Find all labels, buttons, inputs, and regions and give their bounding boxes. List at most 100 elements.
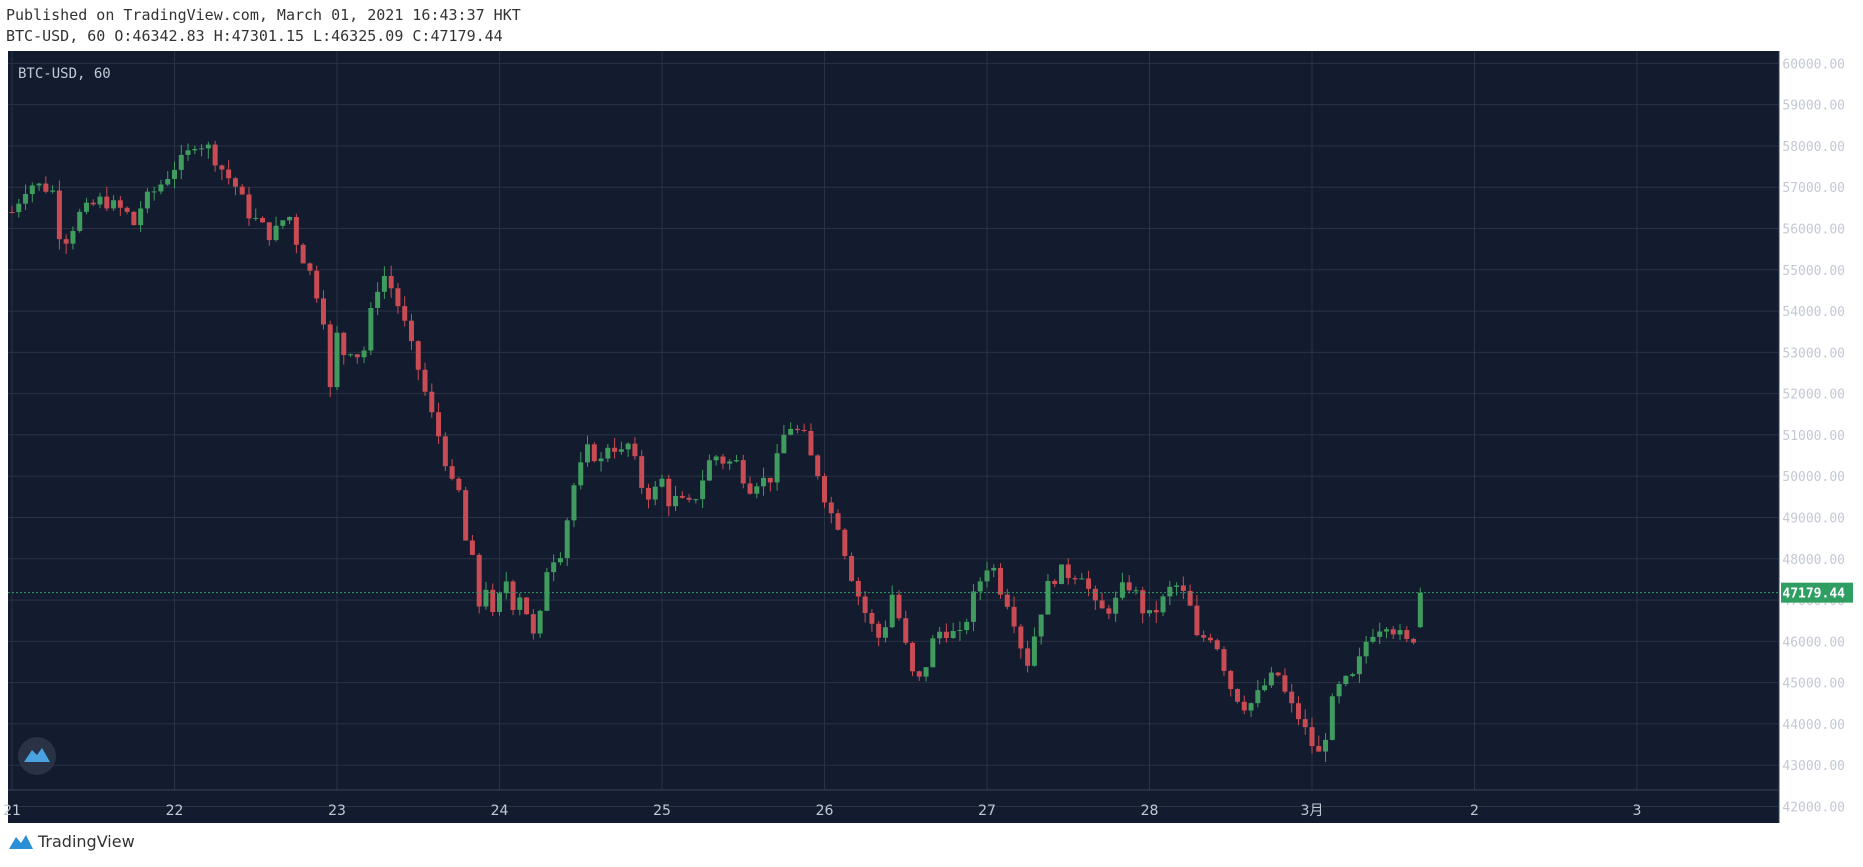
candle	[720, 453, 726, 470]
tradingview-watermark-logo[interactable]	[18, 737, 56, 775]
candle-body	[1004, 594, 1010, 607]
candle-body	[327, 324, 333, 388]
candle	[490, 583, 496, 617]
y-tick-label: 60000.00	[1782, 57, 1845, 72]
candle-body	[395, 288, 401, 307]
candle-body	[1092, 588, 1098, 601]
candle-body	[1065, 564, 1071, 579]
x-tick-label: 22	[166, 803, 184, 819]
candle	[923, 667, 929, 682]
candle	[930, 634, 936, 668]
candle-body	[226, 169, 232, 179]
candle-body	[767, 477, 773, 483]
x-tick-label: 21	[3, 803, 21, 819]
candle	[618, 441, 624, 455]
candle	[1119, 572, 1125, 601]
candle	[801, 423, 807, 433]
candle	[652, 481, 658, 506]
candle	[63, 234, 69, 254]
candle-body	[605, 447, 611, 459]
candle-body	[16, 203, 22, 213]
y-tick-label: 44000.00	[1782, 718, 1845, 733]
candle-body	[855, 580, 861, 597]
candle-body	[720, 456, 726, 464]
price-chart[interactable]: 42000.00 43000.00 44000.00 45000.00 46000.00…	[0, 0, 1863, 830]
candle	[1316, 735, 1322, 752]
candle-body	[266, 222, 272, 241]
candle-body	[408, 320, 414, 342]
candle-body	[77, 211, 83, 231]
candle-body	[1248, 703, 1254, 711]
candle-body	[991, 567, 997, 571]
candle-body	[232, 178, 238, 187]
candle	[645, 483, 651, 509]
candle	[828, 496, 834, 524]
candle-body	[476, 554, 482, 607]
candle	[463, 486, 469, 541]
candle-body	[727, 461, 733, 464]
candle-body	[293, 216, 299, 245]
candle	[1329, 693, 1335, 741]
candle	[117, 195, 123, 216]
candle-body	[1289, 691, 1295, 704]
candle	[124, 206, 130, 215]
candle-body	[469, 540, 475, 555]
candle	[422, 362, 428, 396]
candle	[158, 179, 164, 195]
candle-body	[307, 263, 313, 271]
candle	[1187, 584, 1193, 607]
candle	[226, 160, 232, 185]
candle-body	[483, 589, 489, 607]
candle-body	[50, 190, 56, 192]
candle-body	[937, 631, 943, 639]
candle	[1038, 614, 1044, 645]
candle	[1390, 625, 1396, 640]
candle	[415, 340, 421, 381]
candle	[320, 290, 326, 330]
candle-body	[280, 220, 286, 226]
candle-body	[1309, 727, 1315, 747]
candle	[910, 641, 916, 677]
candle-body	[639, 456, 645, 488]
candle-body	[56, 190, 62, 240]
candle-body	[497, 593, 502, 612]
candle-body	[104, 196, 110, 209]
candle	[429, 383, 435, 418]
candle-body	[537, 610, 543, 634]
y-tick-label: 56000.00	[1782, 223, 1845, 238]
candle-body	[1194, 605, 1200, 636]
candle-body	[90, 202, 96, 205]
candle	[361, 346, 367, 364]
footer[interactable]: TradingView	[8, 832, 135, 851]
y-tick-label: 50000.00	[1782, 470, 1845, 485]
candle	[300, 243, 306, 264]
candle	[219, 164, 225, 181]
candle	[713, 454, 719, 466]
candle-body	[97, 196, 103, 205]
candle	[740, 454, 746, 489]
candle	[205, 141, 211, 159]
candle	[1248, 702, 1254, 717]
candle-body	[1343, 675, 1349, 685]
candle-body	[761, 477, 767, 487]
candle	[673, 486, 679, 511]
candle	[287, 216, 293, 225]
candle	[436, 402, 442, 445]
candle-body	[1404, 630, 1410, 639]
candle-body	[131, 211, 137, 226]
candle-body	[598, 458, 604, 462]
candle-body	[1207, 637, 1213, 641]
candle-body	[348, 354, 354, 356]
candle-body	[63, 239, 69, 244]
candle	[1302, 709, 1308, 735]
candle-body	[185, 150, 191, 155]
candle-body	[361, 350, 367, 358]
candle	[1194, 594, 1200, 637]
candle	[916, 670, 922, 681]
candle-body	[910, 642, 916, 672]
y-tick-label: 54000.00	[1782, 305, 1845, 320]
candle-body	[273, 225, 279, 241]
candle-body	[1255, 690, 1261, 704]
candle-body	[1411, 638, 1417, 643]
y-tick-label: 55000.00	[1782, 264, 1845, 279]
